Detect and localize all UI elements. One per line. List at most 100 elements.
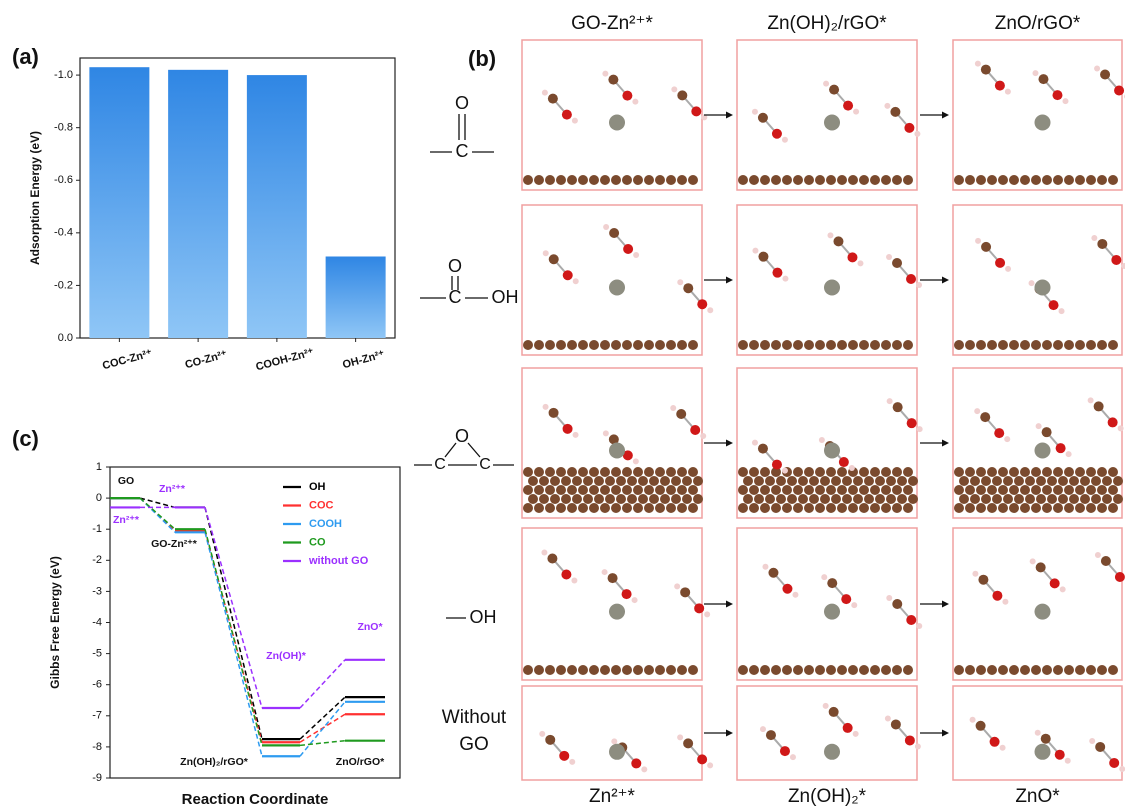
column-header: GO-Zn²⁺*: [571, 13, 653, 34]
carbon-atom: [693, 476, 703, 486]
carbon-atom: [815, 503, 825, 513]
carbon-atom: [1064, 485, 1074, 495]
carbon-atom: [998, 340, 1008, 350]
carbon-atom: [771, 485, 781, 495]
structure-panel: [953, 528, 1125, 680]
carbon-atom: [1031, 175, 1041, 185]
carbon-atom: [804, 503, 814, 513]
carbon-atom: [886, 476, 896, 486]
hydrogen-atom: [887, 398, 893, 404]
carbon-atom: [1075, 665, 1085, 675]
carbon-atom: [782, 665, 792, 675]
annotation: Zn²⁺*: [113, 514, 140, 526]
oxygen-atom: [1049, 300, 1059, 310]
carbon-atom: [875, 494, 885, 504]
carbon-atom: [760, 503, 770, 513]
hydrogen-atom: [542, 90, 548, 96]
hydrogen-atom: [752, 440, 758, 446]
carbon-atom: [683, 738, 693, 748]
zinc-atom: [609, 604, 625, 620]
legend-label: CO: [309, 536, 326, 548]
carbon-atom: [644, 485, 654, 495]
hydrogen-atom: [851, 602, 857, 608]
carbon-atom: [600, 665, 610, 675]
carbon-atom: [1108, 340, 1118, 350]
carbon-atom: [758, 252, 768, 262]
carbon-atom: [771, 175, 781, 185]
carbon-atom: [556, 503, 566, 513]
carbon-atom: [1100, 69, 1110, 79]
carbon-atom: [1020, 665, 1030, 675]
carbon-atom: [765, 494, 775, 504]
structure-panel: [522, 40, 707, 190]
carbon-atom: [1091, 494, 1101, 504]
carbon-atom: [1069, 476, 1079, 486]
carbon-atom: [903, 175, 913, 185]
carbon-atom: [965, 485, 975, 495]
oxygen-atom: [563, 270, 573, 280]
oxygen-atom: [562, 110, 572, 120]
carbon-atom: [633, 503, 643, 513]
structure-panel: [953, 368, 1124, 518]
carbon-atom: [848, 485, 858, 495]
carbon-atom: [1113, 494, 1123, 504]
carbon-atom: [870, 175, 880, 185]
carbon-atom: [1042, 175, 1052, 185]
oxygen-atom: [990, 737, 1000, 747]
carbon-atom: [1097, 467, 1107, 477]
carbon-atom: [1108, 467, 1118, 477]
hydrogen-atom: [1091, 235, 1097, 241]
hydrogen-atom: [602, 569, 608, 575]
carbon-atom: [998, 665, 1008, 675]
carbon-atom: [556, 340, 566, 350]
hydrogen-atom: [853, 109, 859, 115]
hydrogen-atom: [782, 276, 788, 282]
carbon-atom: [820, 494, 830, 504]
carbon-atom: [677, 340, 687, 350]
carbon-atom: [981, 242, 991, 252]
carbon-atom: [768, 568, 778, 578]
y-tick-label: -3: [92, 585, 102, 597]
hydrogen-atom: [633, 458, 639, 464]
oxygen-atom: [1056, 443, 1066, 453]
carbon-atom: [954, 503, 964, 513]
carbon-atom: [826, 175, 836, 185]
carbon-atom: [1097, 485, 1107, 495]
carbon-atom: [771, 503, 781, 513]
carbon-atom: [965, 665, 975, 675]
carbon-atom: [829, 85, 839, 95]
carbon-atom: [1014, 476, 1024, 486]
carbon-atom: [567, 467, 577, 477]
oxygen-atom: [906, 274, 916, 284]
carbon-atom: [826, 665, 836, 675]
carbon-atom: [556, 485, 566, 495]
hydrogen-atom: [670, 405, 676, 411]
carbon-atom: [545, 665, 555, 675]
hydrogen-atom: [974, 408, 980, 414]
carbon-atom: [970, 494, 980, 504]
carbon-atom: [738, 175, 748, 185]
carbon-atom: [981, 494, 991, 504]
carbon-atom: [545, 485, 555, 495]
carbon-atom: [815, 467, 825, 477]
oxygen-atom: [559, 751, 569, 761]
carbon-atom: [771, 340, 781, 350]
oxygen-atom: [907, 418, 917, 428]
carbon-atom: [655, 665, 665, 675]
carbon-atom: [1009, 467, 1019, 477]
carbon-atom: [534, 340, 544, 350]
arrow-head: [942, 730, 949, 737]
carbon-atom: [655, 467, 665, 477]
hydrogen-atom: [541, 549, 547, 555]
carbon-atom: [1053, 340, 1063, 350]
carbon-atom: [633, 467, 643, 477]
hydrogen-atom: [611, 738, 617, 744]
bar: [89, 67, 149, 338]
oxygen-atom: [843, 723, 853, 733]
carbon-atom: [1113, 476, 1123, 486]
carbon-atom: [842, 494, 852, 504]
oxygen-atom: [782, 584, 792, 594]
carbon-atom: [903, 485, 913, 495]
zinc-atom: [1035, 604, 1051, 620]
carbon-atom: [998, 485, 1008, 495]
